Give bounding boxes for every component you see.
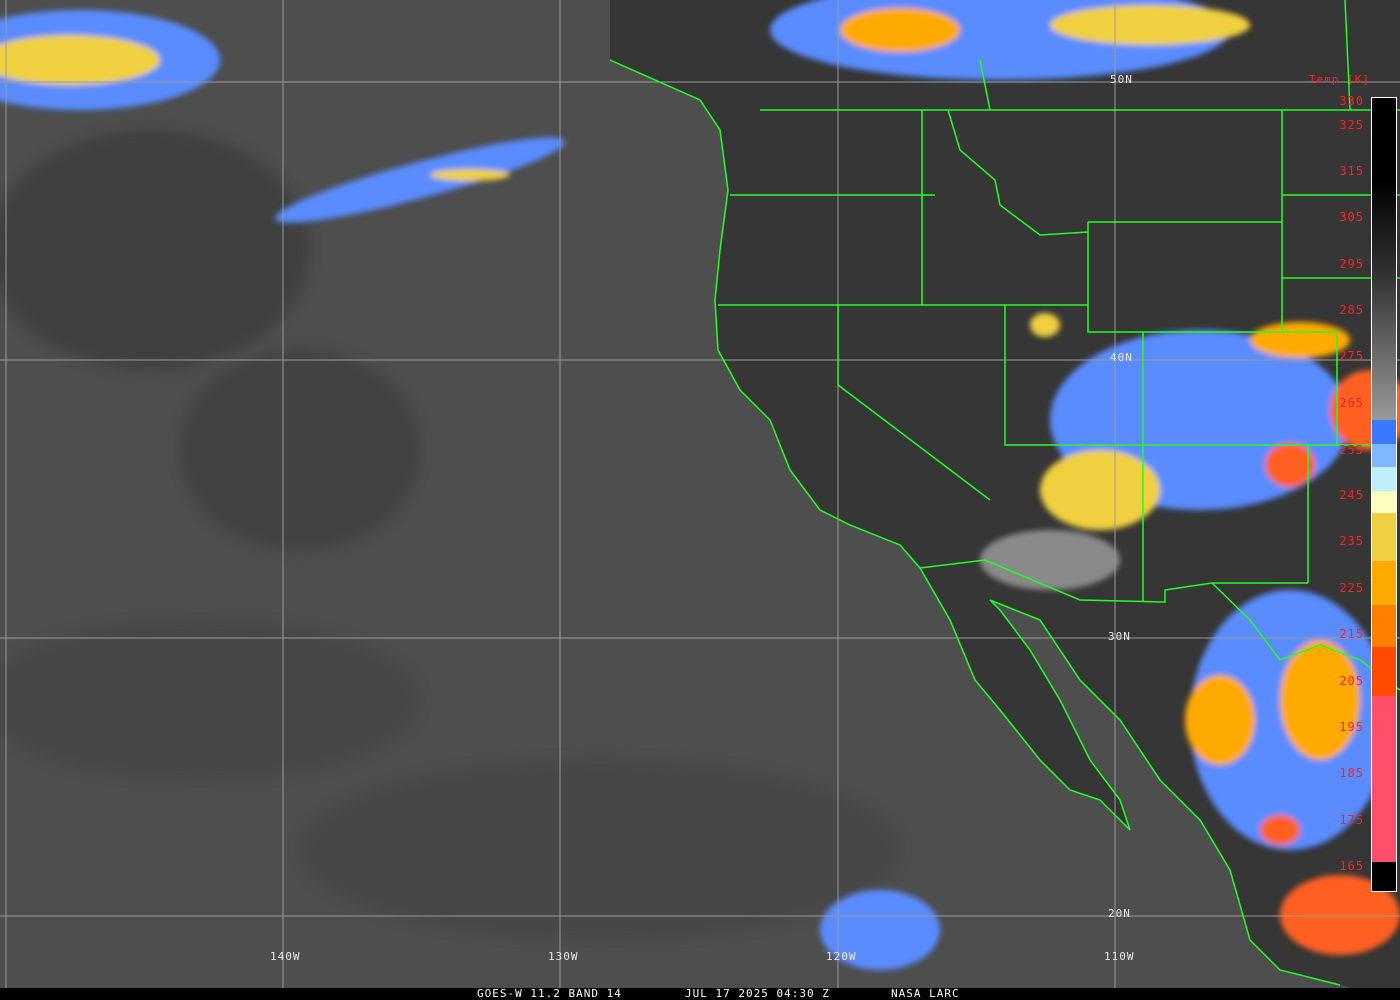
colorbar-gradient (1372, 98, 1396, 420)
colorbar-band (1372, 444, 1396, 455)
colorbar-tick: 235 (1339, 534, 1364, 548)
observation-time: JUL 17 2025 04:30 Z (685, 987, 830, 1000)
temperature-colorbar (1371, 97, 1397, 892)
data-credit: NASA LARC (891, 987, 960, 1000)
canada-border (760, 0, 1400, 111)
colorbar-tick: 245 (1339, 488, 1364, 502)
colorbar-tick: 215 (1339, 627, 1364, 641)
lat-label-20n: 20N (1108, 907, 1131, 920)
mexico-border (919, 559, 1400, 691)
satellite-band: GOES-W 11.2 BAND 14 (477, 987, 622, 1000)
colorbar-tick: 165 (1339, 859, 1364, 873)
colorbar-tick: 255 (1339, 443, 1364, 457)
colorbar-tick: 205 (1339, 674, 1364, 688)
colorbar-band (1372, 513, 1396, 561)
colorbar-band (1372, 605, 1396, 647)
colorbar-tick: 185 (1339, 766, 1364, 780)
colorbar-band (1372, 647, 1396, 696)
colorbar-tick: 285 (1339, 303, 1364, 317)
colorbar-band (1372, 467, 1396, 491)
colorbar-tick: 295 (1339, 257, 1364, 271)
lon-label-120w: 120W (826, 950, 857, 963)
lat-label-30n: 30N (1108, 630, 1131, 643)
colorbar-tick: 330 (1339, 94, 1364, 108)
colorbar-tick: 175 (1339, 813, 1364, 827)
political-borders (609, 0, 1400, 986)
colorbar-band (1372, 491, 1396, 513)
lon-label-110w: 110W (1104, 950, 1135, 963)
colorbar-title: Temp [K] (1309, 73, 1370, 86)
colorbar-tick: 325 (1339, 118, 1364, 132)
lon-label-140w: 140W (270, 950, 301, 963)
coastline (609, 59, 1341, 986)
colorbar-tick: 275 (1339, 349, 1364, 363)
status-footer: GOES-W 11.2 BAND 14 JUL 17 2025 04:30 Z … (0, 988, 1400, 1000)
lon-label-130w: 130W (548, 950, 579, 963)
lat-label-40n: 40N (1110, 351, 1133, 364)
colorbar-tick: 265 (1339, 396, 1364, 410)
colorbar-band (1372, 696, 1396, 862)
colorbar-tick: 225 (1339, 581, 1364, 595)
colorbar-band (1372, 455, 1396, 467)
colorbar-band (1372, 561, 1396, 605)
ocean-shading (0, 130, 900, 940)
colorbar-tick: 195 (1339, 720, 1364, 734)
colorbar-tick: 315 (1339, 164, 1364, 178)
cloud-tops (0, 0, 1400, 970)
colorbar-band (1372, 420, 1396, 444)
lat-label-50n: 50N (1110, 73, 1133, 86)
colorbar-tick: 305 (1339, 210, 1364, 224)
state-borders (718, 109, 1400, 602)
